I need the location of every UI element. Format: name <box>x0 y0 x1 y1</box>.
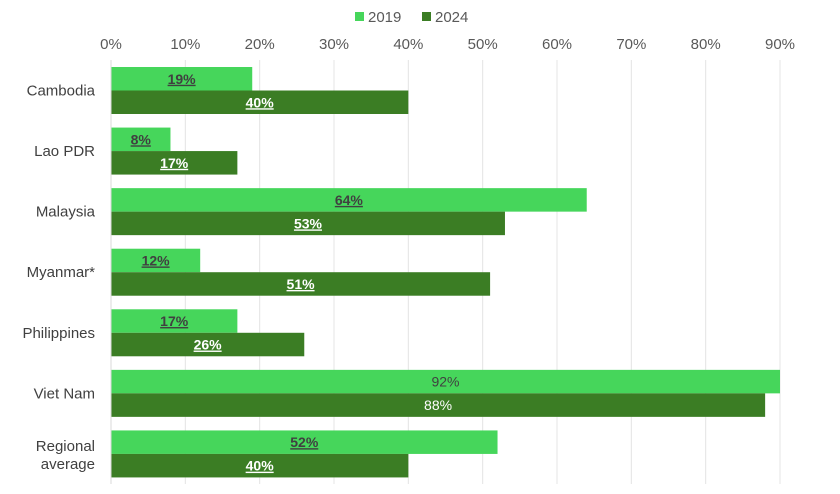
data-label: 17% <box>160 313 189 329</box>
bar-2019-malaysia <box>111 188 587 212</box>
bar-2024-lao-pdr <box>111 151 238 175</box>
bar-2019-cambodia <box>111 67 253 91</box>
x-tick-label: 80% <box>691 36 721 53</box>
data-label: 8% <box>131 131 152 147</box>
bar-2024-myanmar- <box>111 272 491 296</box>
category-label-line: Regional <box>36 438 95 455</box>
bar-2024-viet-nam <box>111 393 766 417</box>
category-labels: Cambodia Lao PDR Malaysia Myanmar* Philippin… <box>22 83 95 473</box>
category-label: Lao PDR <box>34 143 95 160</box>
data-label: 40% <box>246 94 275 110</box>
x-tick-label: 90% <box>765 36 795 53</box>
bar-2024-regional-average <box>111 453 409 478</box>
data-label: 52% <box>290 434 319 450</box>
category-label: Malaysia <box>36 204 96 221</box>
bar-2024-philippines <box>111 332 305 357</box>
bar-2019-lao-pdr <box>111 127 171 152</box>
x-tick-label: 10% <box>170 36 200 53</box>
gridlines <box>184 60 781 484</box>
data-label: 53% <box>294 215 323 231</box>
data-label: 12% <box>142 252 171 268</box>
data-label: 17% <box>160 155 189 171</box>
legend-label-2024: 2024 <box>435 9 468 26</box>
data-label: 40% <box>246 458 275 474</box>
data-label: 92% <box>431 374 459 390</box>
data-label: 26% <box>194 337 223 353</box>
category-label: Myanmar* <box>27 264 96 281</box>
bar-2019-myanmar- <box>111 248 201 273</box>
x-tick-label: 40% <box>393 36 423 53</box>
legend-label-2019: 2019 <box>368 9 401 26</box>
x-tick-label: 60% <box>542 36 572 53</box>
x-tick-label: 70% <box>616 36 646 53</box>
x-tick-label: 20% <box>245 36 275 53</box>
x-tick-label: 0% <box>100 36 122 53</box>
x-axis-ticks: 0% 10% 20% 30% 40% 50% 60% 70% 80% 90% <box>100 36 795 53</box>
category-label: Cambodia <box>27 83 96 100</box>
category-label: Regional average <box>36 438 95 473</box>
bars: 19% 40% 8% 17% 64% 53% 12% 51% 17% 26% 92% 88% 52% 40… <box>111 67 780 478</box>
category-label: Philippines <box>22 325 95 342</box>
bar-2024-malaysia <box>111 211 505 236</box>
data-label: 19% <box>168 71 197 87</box>
legend: 2019 2024 <box>355 9 468 26</box>
bar-2019-philippines <box>111 309 238 333</box>
category-label: Viet Nam <box>34 385 95 402</box>
x-tick-label: 30% <box>319 36 349 53</box>
legend-swatch-2019 <box>355 12 364 21</box>
bar-2024-cambodia <box>111 90 409 114</box>
bar-2019-viet-nam <box>111 369 780 394</box>
data-label: 51% <box>287 276 316 292</box>
category-label-line: average <box>41 456 95 473</box>
x-tick-label: 50% <box>468 36 498 53</box>
bar-2019-regional-average <box>111 430 498 454</box>
data-label: 64% <box>335 192 364 208</box>
legend-swatch-2024 <box>422 12 431 21</box>
data-label: 88% <box>424 397 452 413</box>
